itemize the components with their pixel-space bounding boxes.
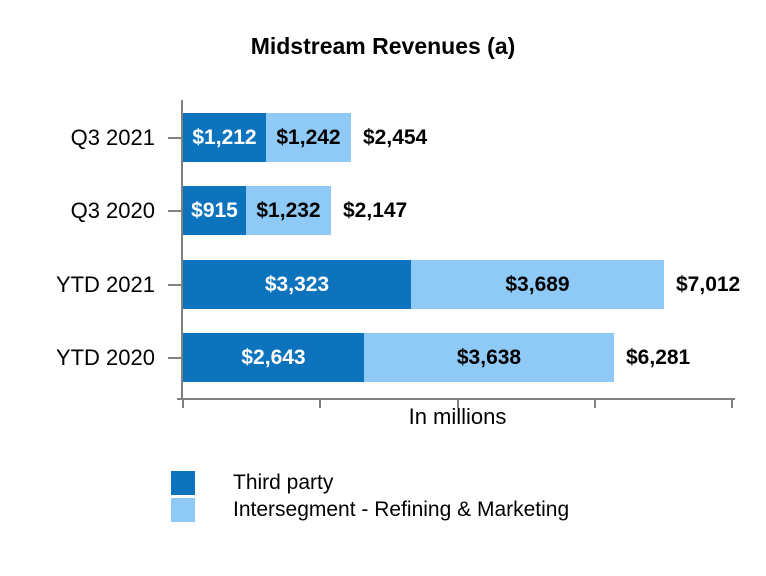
legend-label-intersegment: Intersegment - Refining & Marketing bbox=[233, 498, 570, 521]
legend-swatch-third-party bbox=[171, 471, 195, 495]
x-axis-tick bbox=[593, 398, 596, 408]
bar-value-label: $3,323 bbox=[264, 272, 330, 296]
bar-segment-intersegment: $1,232 bbox=[246, 186, 331, 235]
category-label: YTD 2020 bbox=[55, 345, 155, 370]
bar-segment-intersegment: $1,242 bbox=[266, 113, 351, 162]
bar-value-label: $1,212 bbox=[192, 125, 257, 149]
bar-segment-third-party: $915 bbox=[183, 186, 246, 235]
bar-total-label: $7,012 bbox=[676, 272, 741, 296]
bar-value-label: $1,242 bbox=[276, 125, 341, 149]
bar-row: $2,643 $3,638 $6,281 bbox=[183, 333, 690, 382]
y-axis-line bbox=[181, 100, 183, 398]
category-label: Q3 2021 bbox=[70, 125, 155, 150]
bar-segment-intersegment: $3,689 bbox=[411, 260, 664, 309]
bar-segment-third-party: $2,643 bbox=[183, 333, 364, 382]
bar-total-label: $2,147 bbox=[343, 198, 408, 222]
x-axis-label: In millions bbox=[408, 404, 507, 429]
legend: Third party Intersegment - Refining & Ma… bbox=[171, 471, 569, 525]
bar-value-label: $1,232 bbox=[256, 198, 321, 222]
bar-value-label: $2,643 bbox=[241, 345, 306, 369]
y-axis-tick bbox=[168, 283, 181, 286]
bar-total-label: $2,454 bbox=[363, 125, 428, 149]
bar-value-label: $3,638 bbox=[456, 345, 522, 369]
legend-label-third-party: Third party bbox=[233, 471, 334, 494]
bar-value-label: $3,689 bbox=[505, 272, 570, 296]
bar-segment-intersegment: $3,638 bbox=[364, 333, 614, 382]
x-axis-tick bbox=[319, 398, 322, 408]
x-axis-tick bbox=[731, 398, 733, 408]
legend-swatch-intersegment bbox=[171, 498, 195, 522]
category-label: YTD 2021 bbox=[55, 272, 155, 297]
bar-total-label: $6,281 bbox=[626, 345, 691, 369]
legend-item-intersegment: Intersegment - Refining & Marketing bbox=[171, 498, 569, 522]
legend-item-third-party: Third party bbox=[171, 471, 569, 495]
x-axis-tick bbox=[182, 398, 184, 408]
category-label: Q3 2020 bbox=[70, 198, 155, 223]
bar-segment-third-party: $1,212 bbox=[183, 113, 266, 162]
y-axis-tick bbox=[168, 209, 181, 212]
bar-value-label: $915 bbox=[191, 198, 238, 222]
bar-segment-third-party: $3,323 bbox=[183, 260, 411, 309]
bar-row: $1,212 $1,242 $2,454 bbox=[183, 113, 427, 162]
x-axis-tick bbox=[456, 398, 459, 408]
y-axis-tick bbox=[168, 136, 181, 139]
x-axis-line bbox=[177, 398, 735, 400]
bar-row: $3,323 $3,689 $7,012 bbox=[183, 260, 740, 309]
y-axis-tick bbox=[168, 356, 181, 359]
bar-row: $915 $1,232 $2,147 bbox=[183, 186, 407, 235]
chart-title: Midstream Revenues (a) bbox=[250, 33, 516, 59]
